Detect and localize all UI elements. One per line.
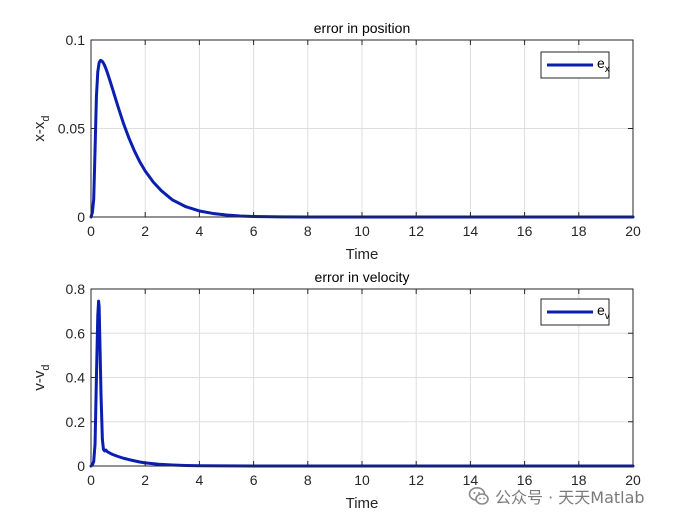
watermark-text: 公众号 · 天天Matlab	[495, 488, 645, 507]
wechat-icon	[468, 487, 489, 505]
y-tick-label: 0	[77, 458, 85, 474]
velocity-error-chart: 0 2 4 6 8 10 12 14 16 18 20 0 0.2 0.4 0.6 0.8 error in v…	[31, 269, 641, 512]
x-tick-label: 14	[463, 472, 479, 488]
x-tick-label: 16	[517, 223, 533, 239]
x-tick-label: 4	[196, 223, 204, 239]
x-tick-label: 10	[354, 223, 370, 239]
x-tick-label: 12	[408, 223, 424, 239]
chart-title: error in velocity	[315, 269, 410, 285]
legend-label: ex	[597, 55, 610, 75]
y-axis-label: v-vd	[31, 364, 52, 390]
y-tick-label: 0.4	[66, 370, 86, 386]
x-tick-label: 2	[141, 223, 149, 239]
y-tick-label: 0.2	[66, 414, 86, 430]
x-tick-label: 10	[354, 472, 370, 488]
x-axis-label: Time	[346, 495, 379, 512]
chart-title: error in position	[314, 20, 411, 36]
y-tick-label: 0.1	[66, 32, 86, 48]
x-tick-label: 2	[141, 472, 149, 488]
x-tick-label: 8	[304, 223, 312, 239]
x-tick-label: 8	[304, 472, 312, 488]
y-tick-label: 0.6	[66, 325, 86, 341]
x-tick-label: 14	[463, 223, 479, 239]
x-tick-label: 6	[250, 472, 258, 488]
x-tick-label: 18	[571, 472, 587, 488]
x-tick-label: 4	[196, 472, 204, 488]
x-tick-label: 18	[571, 223, 587, 239]
x-tick-label: 12	[408, 472, 424, 488]
x-tick-label: 0	[87, 223, 95, 239]
y-tick-label: 0.8	[66, 281, 86, 297]
x-axis-label: Time	[346, 246, 379, 263]
legend-label: ev	[597, 302, 610, 322]
y-tick-label: 0	[77, 209, 85, 225]
position-error-chart: 0 2 4 6 8 10 12 14 16 18 20 0 0.05 0.1 error in positi…	[31, 20, 641, 263]
x-tick-label: 6	[250, 223, 258, 239]
watermark: 公众号 · 天天Matlab	[468, 484, 645, 508]
x-tick-label: 0	[87, 472, 95, 488]
y-axis-label: x-xd	[31, 115, 52, 141]
x-tick-label: 20	[625, 223, 641, 239]
x-tick-label: 16	[517, 472, 533, 488]
x-tick-label: 20	[625, 472, 641, 488]
y-tick-label: 0.05	[58, 121, 85, 137]
